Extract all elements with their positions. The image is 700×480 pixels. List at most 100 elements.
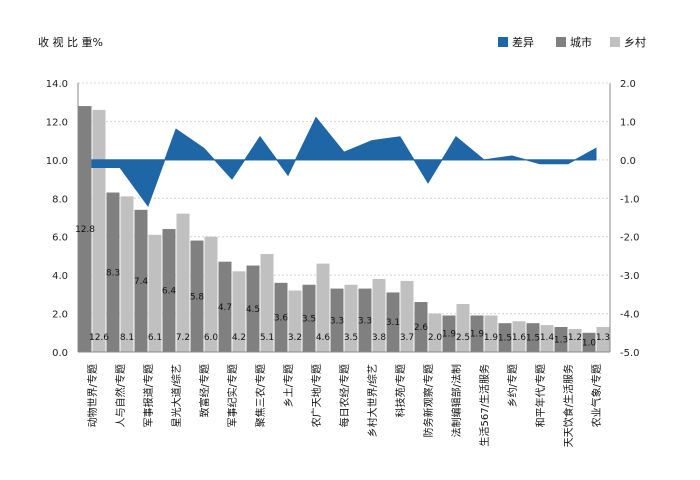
category-label: 乡土/专题 [282, 364, 295, 407]
category-label: 农广天地/专题 [310, 364, 323, 427]
data-label-rural: 2.0 [428, 333, 443, 343]
category-label: 每日农经/专题 [338, 364, 351, 427]
data-label-rural: 12.6 [89, 333, 109, 343]
category-label: 生活567/生活服务 [478, 364, 491, 446]
category-label: 军事纪实/专题 [226, 364, 239, 427]
data-label-rural: 2.5 [456, 333, 470, 343]
data-label-rural: 3.7 [400, 333, 414, 343]
data-label-city: 1.3 [554, 336, 568, 346]
y-left-tick-label: 12.0 [46, 117, 68, 128]
y-right-tick-label: -2.0 [620, 233, 640, 244]
y-left-tick-label: 14.0 [46, 79, 68, 90]
category-label: 乡约/专题 [506, 364, 519, 407]
legend-label: 乡村 [624, 35, 646, 49]
data-label-city: 3.5 [302, 314, 316, 324]
data-label-city: 3.6 [274, 313, 289, 323]
y-right-tick-label: -4.0 [620, 310, 640, 321]
legend-label: 差异 [512, 35, 534, 49]
data-label-rural: 1.4 [540, 333, 555, 343]
data-label-city: 7.4 [134, 277, 149, 287]
bar-rural [344, 284, 358, 352]
bar-rural [540, 325, 554, 352]
chart-title: 收 视 比 重% [38, 35, 103, 49]
y-right-tick-label: 0.0 [620, 156, 636, 167]
data-label-rural: 3.8 [372, 333, 387, 343]
category-label: 法制编辑部/法制 [450, 364, 463, 437]
bar-city [498, 323, 512, 352]
bar-city [190, 240, 204, 352]
bar-city [526, 323, 540, 352]
y-left-tick-label: 8.0 [52, 194, 68, 205]
data-label-city: 1.9 [470, 330, 485, 340]
bar-rural [512, 321, 526, 352]
category-label: 农业气象/专题 [590, 364, 603, 427]
bar-city [106, 192, 120, 352]
data-label-city: 1.5 [526, 334, 540, 344]
data-label-city: 1.5 [498, 334, 512, 344]
category-label: 天天饮食/生活服务 [562, 364, 575, 447]
bar-city [470, 315, 484, 352]
bar-city [218, 261, 232, 352]
y-left-tick-label: 2.0 [52, 310, 68, 321]
bar-rural [148, 234, 162, 352]
data-label-city: 4.7 [218, 303, 232, 313]
category-label: 防务新观察/专题 [422, 364, 435, 437]
bar-city [134, 209, 148, 352]
bar-rural [176, 213, 190, 352]
data-label-city: 5.8 [190, 292, 205, 302]
category-label: 科技苑/专题 [394, 364, 407, 417]
data-label-rural: 1.9 [484, 333, 499, 343]
data-label-rural: 4.2 [232, 333, 246, 343]
bar-rural [484, 315, 498, 352]
category-label: 星光大道/综艺 [170, 364, 183, 427]
data-label-rural: 5.1 [260, 333, 274, 343]
data-label-city: 1.9 [442, 330, 457, 340]
data-label-rural: 8.1 [120, 333, 134, 343]
y-right-tick-label: 1.0 [620, 117, 636, 128]
data-label-rural: 6.1 [148, 333, 162, 343]
legend-swatch [556, 37, 566, 47]
bar-city [386, 292, 400, 352]
y-right-tick-label: -5.0 [620, 348, 640, 359]
legend-swatch [498, 37, 508, 47]
category-label: 军事报道/专题 [142, 364, 155, 427]
data-label-city: 1.0 [582, 338, 597, 348]
bar-rural [288, 290, 302, 352]
category-label: 和平年代/专题 [534, 364, 547, 427]
category-label: 人与自然/专题 [114, 364, 127, 427]
y-left-tick-label: 0.0 [52, 348, 68, 359]
data-label-city: 3.3 [358, 316, 372, 326]
data-label-rural: 3.2 [288, 333, 302, 343]
bar-rural [316, 263, 330, 352]
y-left-tick-label: 10.0 [46, 156, 68, 167]
bar-city [414, 302, 428, 352]
data-label-city: 6.4 [162, 287, 177, 297]
data-label-city: 12.8 [75, 225, 95, 235]
bar-rural [400, 280, 414, 352]
bar-rural [204, 236, 218, 352]
y-right-tick-label: 2.0 [620, 79, 636, 90]
data-label-rural: 1.6 [512, 333, 527, 343]
data-label-rural: 7.2 [176, 333, 190, 343]
y-right-tick-label: -3.0 [620, 271, 640, 282]
bar-city [274, 282, 288, 352]
category-label: 致富经/专题 [198, 364, 211, 417]
bar-rural [596, 327, 610, 352]
data-label-city: 4.5 [246, 305, 260, 315]
bar-rural [372, 278, 386, 352]
bar-rural [232, 271, 246, 352]
data-label-city: 3.1 [386, 318, 400, 328]
bar-rural [120, 196, 134, 352]
data-label-rural: 1.2 [568, 333, 582, 343]
category-label: 聚焦三农/专题 [254, 364, 267, 427]
bar-rural [456, 303, 470, 352]
data-label-city: 3.3 [330, 316, 344, 326]
bar-rural [260, 254, 274, 352]
category-label: 乡村大世界/综艺 [366, 364, 379, 437]
data-label-rural: 1.3 [596, 333, 610, 343]
legend-label: 城市 [570, 35, 592, 49]
bar-rural [568, 328, 582, 352]
bar-city [162, 229, 176, 352]
